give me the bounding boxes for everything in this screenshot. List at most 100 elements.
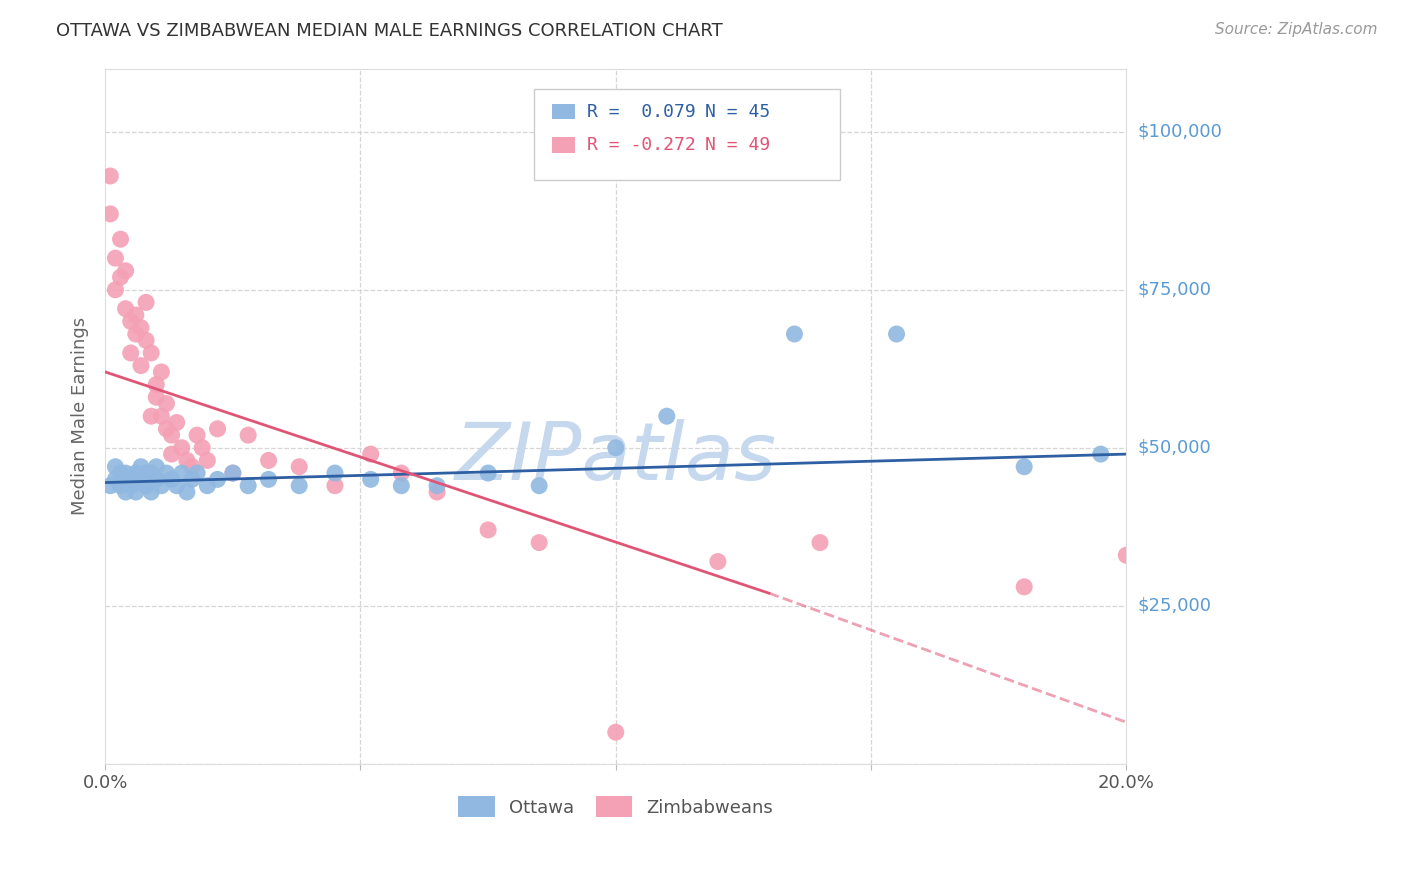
Legend: Ottawa, Zimbabweans: Ottawa, Zimbabweans [451, 789, 780, 824]
Point [191, 441, 214, 455]
Point [120, 479, 142, 493]
Point [150, 365, 173, 379]
Text: R = -0.272: R = -0.272 [588, 136, 696, 154]
Point [110, 232, 132, 246]
Point [141, 466, 163, 480]
Point [186, 466, 208, 480]
Point [426, 479, 449, 493]
Point [288, 479, 311, 493]
Point [166, 416, 188, 430]
Point [170, 466, 193, 480]
Point [207, 472, 229, 486]
Point [125, 308, 148, 322]
Point [1012, 580, 1035, 594]
Point [1012, 459, 1035, 474]
Point [135, 466, 157, 480]
Bar [553, 104, 575, 120]
Point [195, 479, 218, 493]
Point [129, 459, 152, 474]
Point [160, 472, 183, 486]
Point [160, 428, 183, 442]
Point [104, 251, 127, 265]
Point [360, 472, 382, 486]
Point [150, 479, 173, 493]
Point [120, 314, 142, 328]
Point [1115, 548, 1137, 562]
Text: $100,000: $100,000 [1137, 123, 1222, 141]
Point [114, 466, 136, 480]
Point [238, 479, 260, 493]
Text: Source: ZipAtlas.com: Source: ZipAtlas.com [1215, 22, 1378, 37]
Point [110, 466, 132, 480]
Point [207, 422, 229, 436]
Point [129, 320, 152, 334]
Point [155, 422, 177, 436]
Point [125, 466, 148, 480]
Point [222, 466, 245, 480]
Point [426, 485, 449, 500]
Point [145, 390, 167, 404]
Point [98, 479, 121, 493]
Point [98, 169, 121, 183]
Point [886, 326, 908, 341]
Point [195, 453, 218, 467]
Point [527, 535, 550, 549]
Text: ZIPatlas: ZIPatlas [454, 419, 778, 497]
Bar [553, 137, 575, 153]
Text: $25,000: $25,000 [1137, 597, 1212, 615]
Point [527, 479, 550, 493]
Point [257, 472, 280, 486]
Point [135, 479, 157, 493]
Point [170, 441, 193, 455]
Point [114, 301, 136, 316]
Point [155, 466, 177, 480]
Point [323, 479, 346, 493]
Point [181, 472, 204, 486]
Point [98, 207, 121, 221]
Text: OTTAWA VS ZIMBABWEAN MEDIAN MALE EARNINGS CORRELATION CHART: OTTAWA VS ZIMBABWEAN MEDIAN MALE EARNING… [56, 22, 723, 40]
FancyBboxPatch shape [534, 89, 841, 180]
Point [257, 453, 280, 467]
Point [707, 555, 730, 569]
Point [104, 283, 127, 297]
Point [141, 485, 163, 500]
Point [166, 479, 188, 493]
Point [110, 479, 132, 493]
Point [605, 725, 627, 739]
Point [238, 428, 260, 442]
Point [141, 409, 163, 424]
Point [477, 523, 499, 537]
Point [160, 447, 183, 461]
Point [129, 359, 152, 373]
Point [150, 409, 173, 424]
Point [186, 428, 208, 442]
Point [655, 409, 678, 424]
Point [145, 472, 167, 486]
Point [145, 459, 167, 474]
Point [389, 479, 412, 493]
Point [104, 472, 127, 486]
Text: $75,000: $75,000 [1137, 281, 1212, 299]
Point [808, 535, 831, 549]
Point [222, 466, 245, 480]
Point [110, 270, 132, 285]
Point [389, 466, 412, 480]
Point [125, 485, 148, 500]
Point [605, 441, 627, 455]
Point [141, 346, 163, 360]
Point [145, 377, 167, 392]
Text: $50,000: $50,000 [1137, 439, 1211, 457]
Point [181, 459, 204, 474]
Text: N = 45: N = 45 [704, 103, 770, 120]
Point [288, 459, 311, 474]
Point [120, 346, 142, 360]
Point [176, 485, 198, 500]
Point [783, 326, 806, 341]
Point [114, 485, 136, 500]
Text: R =  0.079: R = 0.079 [588, 103, 696, 120]
Point [129, 472, 152, 486]
Point [1090, 447, 1112, 461]
Point [176, 453, 198, 467]
Point [104, 459, 127, 474]
Point [323, 466, 346, 480]
